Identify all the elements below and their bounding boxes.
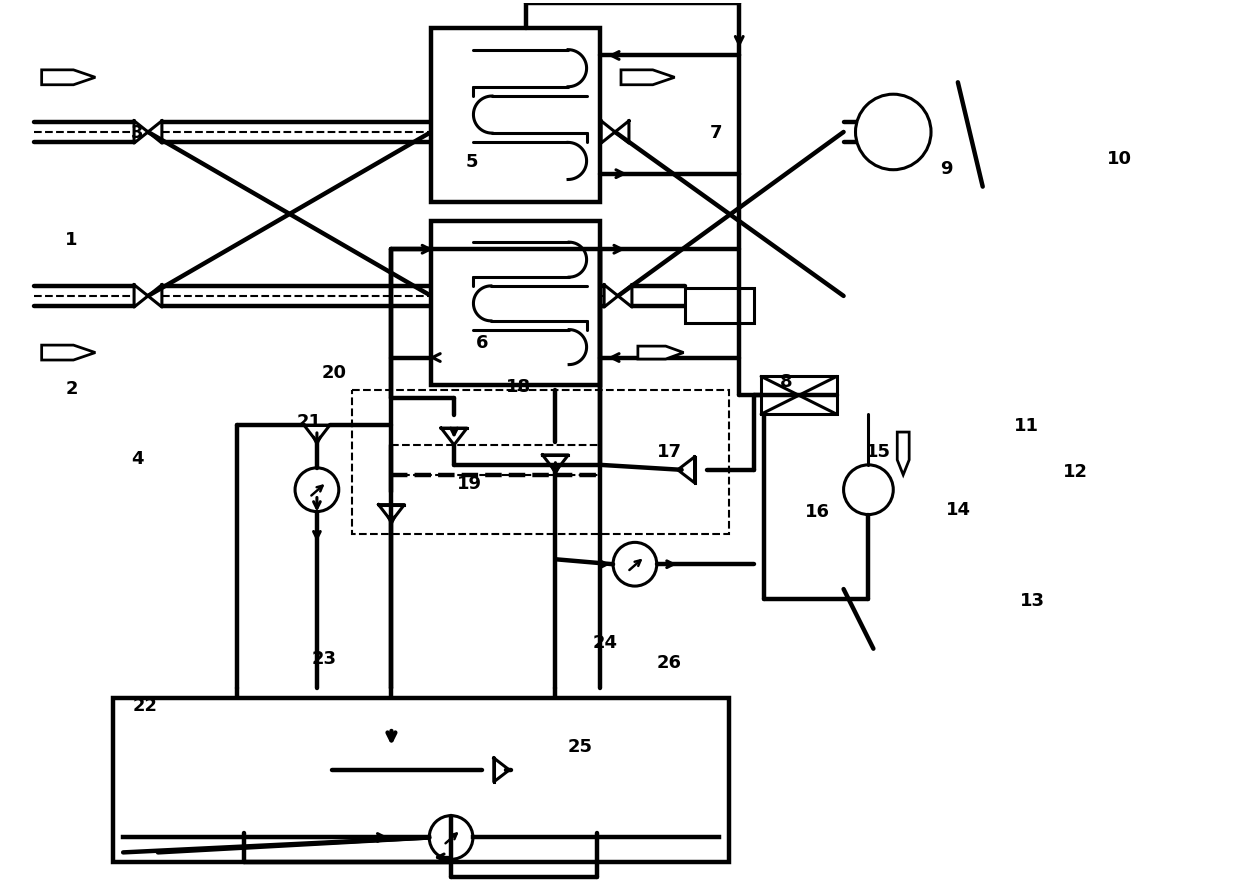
- Bar: [761, 376, 837, 414]
- Polygon shape: [898, 432, 909, 475]
- Bar: [511, 708, 684, 833]
- Text: 24: 24: [593, 634, 618, 653]
- Text: 21: 21: [298, 413, 322, 431]
- Bar: [684, 288, 754, 323]
- Text: 22: 22: [133, 698, 159, 715]
- Polygon shape: [42, 345, 95, 360]
- Polygon shape: [42, 70, 95, 85]
- Text: 18: 18: [506, 378, 532, 396]
- Polygon shape: [621, 70, 675, 85]
- Text: 1: 1: [66, 230, 78, 249]
- Text: 9: 9: [940, 161, 952, 178]
- Text: 4: 4: [130, 450, 144, 468]
- Bar: [352, 390, 729, 534]
- Text: 7: 7: [709, 124, 723, 141]
- Text: 5: 5: [466, 154, 479, 171]
- Bar: [432, 27, 600, 201]
- Text: 19: 19: [458, 475, 482, 493]
- Text: 23: 23: [311, 650, 337, 668]
- Bar: [157, 708, 332, 833]
- Text: 8: 8: [780, 373, 792, 391]
- Text: 16: 16: [805, 502, 830, 521]
- Bar: [432, 222, 600, 385]
- Text: 10: 10: [1106, 150, 1132, 168]
- Polygon shape: [637, 346, 683, 359]
- Text: 20: 20: [321, 364, 347, 382]
- Text: 12: 12: [1064, 464, 1089, 481]
- Text: 3: 3: [130, 124, 144, 141]
- Text: 14: 14: [946, 501, 971, 519]
- Text: 2: 2: [66, 380, 78, 398]
- Text: 11: 11: [1014, 417, 1039, 434]
- Text: 15: 15: [867, 443, 892, 461]
- Bar: [113, 698, 729, 863]
- Text: 13: 13: [1021, 592, 1045, 610]
- Text: 25: 25: [568, 738, 593, 756]
- Text: 17: 17: [657, 443, 682, 461]
- Text: 26: 26: [657, 653, 682, 672]
- Text: 6: 6: [476, 335, 489, 352]
